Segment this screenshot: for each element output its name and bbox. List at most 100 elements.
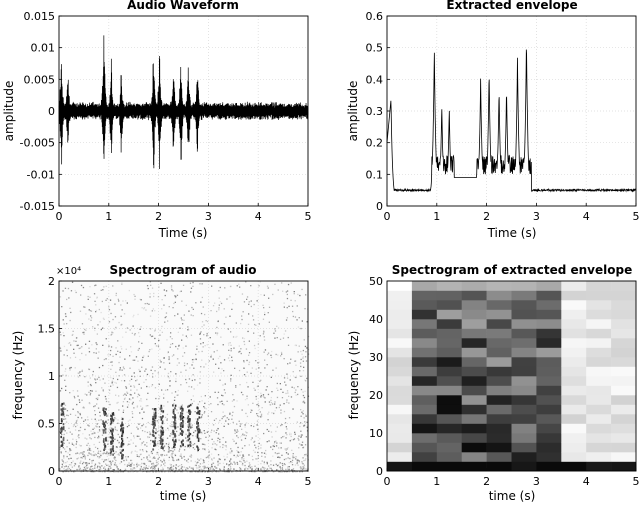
spectrogram-audio-cell bbox=[301, 468, 303, 470]
spectrogram-audio-cell bbox=[141, 430, 144, 432]
spectrogram-audio-event bbox=[154, 416, 157, 420]
spectrogram-audio-event bbox=[161, 422, 164, 425]
spectrogram-audio-cell bbox=[133, 293, 135, 296]
spectrogram-envelope-cell bbox=[611, 281, 637, 291]
spectrogram-audio-cell bbox=[273, 445, 275, 448]
spectrogram-audio-event bbox=[121, 422, 123, 425]
spectrogram-audio-cell bbox=[191, 471, 193, 473]
spectrogram-audio-cell bbox=[185, 469, 187, 472]
spectrogram-audio-cell bbox=[235, 386, 237, 388]
spectrogram-audio-cell bbox=[280, 424, 282, 427]
spectrogram-audio-cell bbox=[93, 352, 95, 354]
spectrogram-audio-cell bbox=[150, 467, 152, 469]
spectrogram-envelope-cell bbox=[511, 357, 537, 367]
spectrogram-audio-cell bbox=[259, 380, 261, 382]
spectrogram-audio-cell bbox=[171, 447, 173, 449]
spectrogram-audio-cell bbox=[230, 350, 232, 352]
spectrogram-audio-cell bbox=[258, 405, 260, 407]
envelope-xtick-label: 4 bbox=[583, 210, 590, 223]
spectrogram-audio-cell bbox=[206, 431, 208, 433]
spectrogram-audio-cell bbox=[97, 465, 99, 467]
spectrogram-audio-cell bbox=[224, 415, 226, 417]
spectrogram-audio-cell bbox=[114, 438, 116, 440]
spectrogram-audio-cell bbox=[84, 306, 86, 308]
spectrogram-audio-event bbox=[182, 420, 184, 423]
spectrogram-audio-cell bbox=[118, 454, 120, 456]
spectrogram-audio-cell bbox=[191, 364, 193, 366]
spectrogram-audio-cell bbox=[257, 385, 259, 387]
spectrogram-audio-event bbox=[189, 440, 192, 444]
spectrogram-audio-cell bbox=[219, 438, 221, 441]
spectrogram-audio-cell bbox=[98, 429, 101, 431]
spectrogram-audio-cell bbox=[160, 361, 162, 363]
spectrogram-audio-cell bbox=[82, 286, 85, 289]
spectrogram-audio-cell bbox=[111, 412, 113, 414]
spectrogram-audio-cell bbox=[131, 416, 134, 418]
spectrogram-audio-cell bbox=[290, 299, 292, 301]
spectrogram-audio-event bbox=[173, 423, 176, 427]
spectrogram-audio-event bbox=[173, 443, 175, 446]
spectrogram-envelope-ytick-label: 0 bbox=[376, 465, 383, 478]
spectrogram-audio-cell bbox=[143, 457, 145, 459]
spectrogram-envelope-cell bbox=[511, 366, 537, 377]
spectrogram-audio-cell bbox=[97, 357, 99, 359]
spectrogram-audio-cell bbox=[94, 463, 97, 465]
spectrogram-audio-cell bbox=[104, 448, 107, 450]
spectrogram-audio-cell bbox=[285, 437, 287, 439]
spectrogram-audio-cell bbox=[145, 465, 147, 467]
spectrogram-audio-cell bbox=[246, 415, 249, 418]
spectrogram-audio-cell bbox=[248, 462, 251, 464]
spectrogram-audio-cell bbox=[122, 401, 125, 403]
envelope-xtick-label: 3 bbox=[533, 210, 540, 223]
spectrogram-audio-cell bbox=[64, 408, 67, 410]
spectrogram-audio-cell bbox=[287, 457, 289, 459]
spectrogram-envelope-cell bbox=[436, 300, 462, 310]
envelope-ytick-label: 0.5 bbox=[366, 42, 384, 55]
spectrogram-audio-cell bbox=[109, 460, 111, 463]
spectrogram-audio-cell bbox=[241, 318, 243, 321]
envelope-ylabel: amplitude bbox=[346, 81, 360, 142]
spectrogram-audio-cell bbox=[74, 367, 76, 369]
spectrogram-audio-cell bbox=[128, 471, 130, 473]
spectrogram-audio-event bbox=[159, 436, 162, 439]
spectrogram-audio-cell bbox=[131, 411, 133, 413]
spectrogram-audio-cell bbox=[304, 469, 306, 471]
spectrogram-audio-cell bbox=[266, 285, 269, 287]
spectrogram-audio-cell bbox=[66, 349, 68, 351]
spectrogram-audio-cell bbox=[116, 453, 118, 456]
spectrogram-audio-cell bbox=[89, 383, 92, 386]
spectrogram-audio-cell bbox=[115, 446, 118, 448]
spectrogram-audio-cell bbox=[173, 459, 175, 462]
spectrogram-audio-cell bbox=[64, 430, 66, 432]
spectrogram-audio-cell bbox=[198, 351, 200, 353]
spectrogram-audio-cell bbox=[173, 402, 175, 405]
spectrogram-audio-cell bbox=[136, 396, 139, 398]
spectrogram-audio-cell bbox=[129, 463, 132, 466]
spectrogram-audio-cell bbox=[183, 466, 185, 468]
spectrogram-audio-cell bbox=[271, 412, 273, 414]
spectrogram-audio-cell bbox=[66, 467, 68, 470]
spectrogram-audio-cell bbox=[245, 422, 248, 424]
spectrogram-audio-cell bbox=[137, 360, 139, 362]
spectrogram-audio-cell bbox=[260, 414, 263, 417]
spectrogram-audio-cell bbox=[247, 404, 249, 406]
waveform-ytick-label: 0.01 bbox=[31, 42, 56, 55]
spectrogram-audio-cell bbox=[119, 436, 121, 438]
spectrogram-audio-cell bbox=[266, 468, 269, 470]
spectrogram-audio-event bbox=[182, 421, 184, 424]
spectrogram-audio-cell bbox=[103, 467, 105, 469]
spectrogram-audio-cell bbox=[248, 354, 250, 356]
spectrogram-audio-cell bbox=[147, 392, 149, 394]
spectrogram-audio-cell bbox=[233, 440, 235, 442]
spectrogram-audio-cell bbox=[104, 382, 106, 384]
spectrogram-audio-cell bbox=[111, 382, 113, 384]
spectrogram-audio-event bbox=[121, 421, 123, 424]
spectrogram-audio-cell bbox=[79, 412, 81, 415]
spectrogram-audio-cell bbox=[66, 432, 68, 434]
spectrogram-audio-cell bbox=[219, 286, 221, 289]
spectrogram-audio-cell bbox=[255, 435, 257, 437]
spectrogram-audio-cell bbox=[59, 296, 62, 298]
spectrogram-audio-frame bbox=[58, 280, 309, 472]
spectrogram-audio-cell bbox=[258, 415, 260, 418]
spectrogram-audio-cell bbox=[265, 389, 267, 391]
